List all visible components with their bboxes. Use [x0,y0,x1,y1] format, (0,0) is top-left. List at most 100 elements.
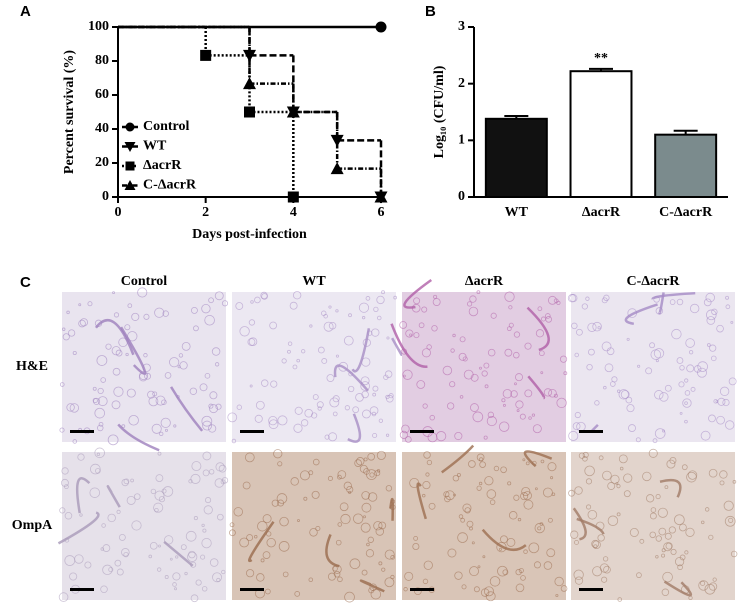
marker [243,77,256,90]
tissue-texture [271,499,279,507]
tissue-texture [654,428,666,439]
annotation: ** [594,51,608,66]
tissue-texture [191,461,202,472]
tissue-texture [361,316,366,320]
tissue-texture [658,527,667,536]
tissue-texture [67,329,76,337]
tissue-texture [468,306,479,317]
tissue-texture [209,391,218,400]
tissue-texture [344,591,355,603]
tissue-texture [326,374,335,382]
tissue-texture [200,554,206,560]
tissue-texture [260,291,268,300]
tissue-texture [262,551,271,559]
histology-image [57,447,229,603]
y-axis-label: Percent survival (%) [62,50,77,174]
tissue-texture [349,558,361,570]
tissue-texture [187,551,198,562]
tissue-texture [504,348,513,357]
tissue-texture [315,525,321,532]
tissue-texture [587,322,597,332]
tissue-texture [358,302,370,313]
tissue-texture [262,514,272,524]
airway [57,511,100,545]
tissue-texture [625,396,633,404]
tissue-texture [155,395,166,406]
tissue-texture [239,326,250,337]
tissue-texture [402,374,406,378]
tissue-texture [547,517,553,523]
tissue-texture [118,533,126,541]
image-background [232,292,396,442]
tissue-texture [550,476,554,480]
marker [286,105,300,118]
tissue-texture [58,592,69,602]
tissue-texture [722,398,730,407]
tissue-texture [202,469,210,477]
tissue-texture [663,542,673,552]
tissue-texture [486,489,497,499]
tissue-texture [502,389,513,399]
tissue-texture [405,329,414,338]
tissue-texture [386,336,390,340]
tissue-texture [719,386,730,397]
tissue-texture [343,335,354,346]
tissue-texture [208,297,214,304]
tissue-texture [399,321,408,329]
tissue-texture [679,411,683,415]
marker [125,122,135,132]
tissue-texture [328,322,337,330]
tissue-texture [162,310,169,317]
tissue-texture [339,502,349,512]
airway [117,423,160,452]
tissue-texture [545,313,551,319]
tissue-texture [715,400,719,403]
tissue-texture [653,348,665,359]
image-background [232,452,396,600]
tissue-texture [616,512,621,517]
tissue-texture [152,391,158,397]
tissue-texture [412,542,420,551]
image-background [571,452,735,600]
tissue-texture [668,526,676,534]
tissue-texture [569,294,578,303]
tissue-texture [506,537,516,547]
tissue-texture [124,324,131,331]
tissue-texture [390,555,395,560]
tissue-texture [523,499,534,510]
tissue-texture [239,537,250,548]
tissue-texture [312,394,319,401]
tissue-texture [153,502,164,513]
tissue-texture [208,424,217,433]
y-tick-label: 0 [102,189,109,204]
tissue-texture [175,555,179,559]
tissue-texture [409,333,413,337]
tissue-texture [126,388,136,398]
tissue-texture [193,325,199,332]
tissue-texture [78,303,82,307]
tissue-texture [676,357,684,364]
tissue-texture [365,296,371,301]
tissue-texture [337,576,343,583]
tissue-texture [199,383,208,392]
marker [287,191,299,203]
tissue-texture [385,485,393,492]
tissue-texture [59,427,65,433]
tissue-texture [161,399,167,405]
airway [416,482,428,520]
tissue-texture [484,586,494,597]
airway [663,580,693,597]
tissue-texture [482,555,486,559]
tissue-texture [337,522,343,527]
tissue-texture [157,451,162,456]
tissue-texture [393,295,397,300]
tissue-texture [112,291,115,295]
tissue-texture [255,400,265,410]
tissue-texture [510,390,518,398]
tissue-texture [522,458,526,462]
tissue-texture [655,535,662,542]
tissue-texture [524,389,533,398]
tissue-texture [332,411,338,417]
tissue-texture [520,492,529,501]
tissue-texture [611,376,618,383]
